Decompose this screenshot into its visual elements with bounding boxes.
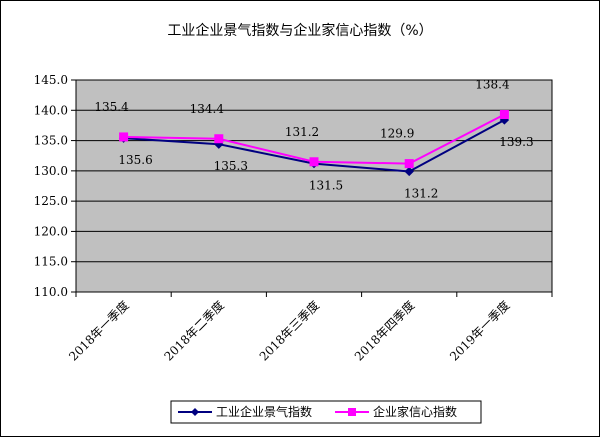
x-tick-label: 2019年一季度	[446, 298, 512, 364]
series-point-1	[119, 132, 129, 142]
y-tick-label: 115.0	[34, 255, 68, 269]
x-axis: 2018年一季度 2018年二季度 2018年三季度 2018年四季度 2019年一季度	[66, 292, 553, 364]
y-tick-label: 140.0	[34, 103, 68, 117]
data-label: 139.3	[499, 135, 533, 149]
data-label: 131.2	[404, 186, 438, 200]
data-label: 134.4	[190, 102, 225, 116]
data-label: 135.6	[118, 153, 152, 167]
y-tick-label: 130.0	[34, 164, 68, 178]
chart-title: 工业企业景气指数与企业家信心指数（%）	[167, 22, 432, 39]
y-axis: 145.0 140.0 135.0 130.0 125.0 120.0 115.0 110.0	[34, 73, 76, 299]
data-label: 135.3	[214, 159, 248, 173]
y-tick-label: 145.0	[34, 73, 68, 87]
series-point-1	[309, 157, 319, 167]
legend-marker-0	[191, 408, 199, 416]
legend-label-0: 工业企业景气指数	[216, 404, 312, 419]
x-tick-label: 2018年三季度	[256, 298, 322, 364]
x-tick-label: 2018年二季度	[161, 298, 227, 364]
data-label: 131.5	[309, 179, 343, 193]
x-tick-label: 2018年一季度	[66, 298, 132, 364]
data-label: 129.9	[380, 127, 414, 141]
legend-label-1: 企业家信心指数	[373, 404, 457, 419]
series-point-1	[214, 134, 224, 144]
y-tick-label: 120.0	[34, 224, 68, 238]
y-tick-label: 135.0	[34, 134, 68, 148]
plot-area	[75, 79, 553, 293]
data-label: 135.4	[94, 100, 129, 114]
y-tick-label: 110.0	[34, 285, 68, 299]
series-point-1	[499, 110, 509, 120]
legend-box	[170, 400, 482, 424]
series-group	[118, 110, 510, 177]
x-tick-label: 2018年四季度	[351, 298, 417, 364]
data-label: 138.4	[475, 78, 510, 92]
gridlines	[76, 79, 552, 293]
data-labels: 135.4 134.4 131.2 129.9 138.4 135.6 135.3 131.5…	[94, 78, 533, 201]
legend: 工业企业景气指数 企业家信心指数	[170, 400, 482, 424]
legend-marker-1	[348, 408, 356, 416]
series-point-0	[404, 166, 414, 177]
y-tick-label: 125.0	[34, 194, 68, 208]
series-point-1	[404, 159, 414, 169]
data-label: 131.2	[285, 125, 319, 139]
